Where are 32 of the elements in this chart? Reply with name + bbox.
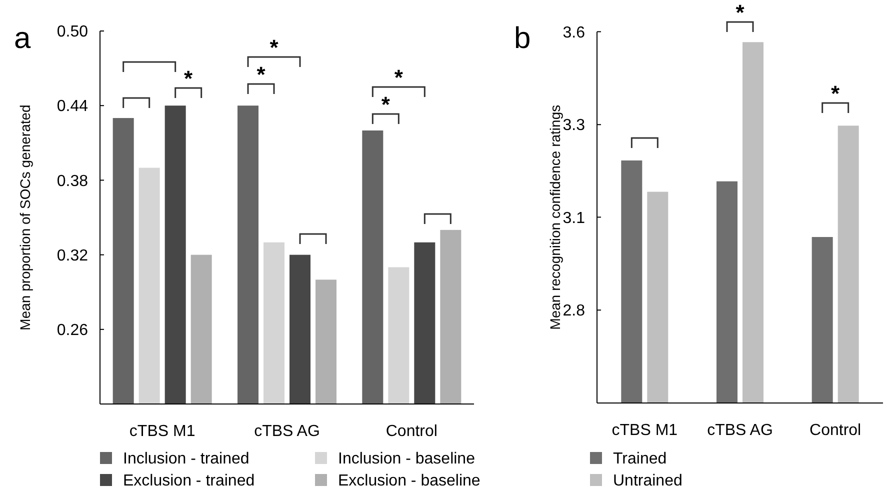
annotation: * — [270, 35, 279, 60]
x-tick-label: cTBS M1 — [129, 423, 196, 440]
x-tick-label: cTBS M1 — [612, 422, 678, 439]
x-tick-label: Control — [810, 422, 862, 439]
y-tick-label: 3.3 — [562, 117, 586, 134]
annotation: * — [381, 92, 390, 117]
y-tick-label: 2.8 — [562, 302, 586, 320]
y-tick-label: 0.38 — [56, 172, 88, 190]
legend-label: Exclusion - baseline — [338, 472, 480, 490]
y-tick-label: 3.1 — [562, 210, 586, 227]
annotation: * — [831, 81, 840, 106]
legend-label: Untrained — [613, 472, 682, 490]
y-tick-label: 0.32 — [56, 247, 88, 264]
y-axis-title: Mean recognition confidence ratings — [547, 104, 563, 330]
annotation: * — [184, 66, 194, 91]
annotation: * — [394, 65, 404, 90]
y-tick-label: 0.44 — [56, 98, 88, 116]
annotation: * — [256, 62, 266, 87]
legend-label: Inclusion - trained — [123, 450, 250, 468]
legend-label: Inclusion - baseline — [338, 450, 476, 468]
x-tick-label: cTBS AG — [254, 423, 320, 440]
chart-title: b — [514, 22, 531, 55]
y-tick-label: 3.6 — [562, 24, 586, 42]
y-tick-label: 0.26 — [56, 322, 88, 339]
legend-label: Exclusion - trained — [123, 472, 255, 490]
y-tick-label: 0.50 — [56, 24, 88, 41]
y-axis-title: Mean proportion of SOCs generated — [17, 104, 33, 330]
legend-label: Trained — [613, 450, 667, 468]
chart-title: a — [14, 22, 31, 55]
x-tick-label: Control — [386, 423, 438, 440]
text: * — [736, 0, 745, 25]
x-tick-label: cTBS AG — [707, 422, 773, 439]
